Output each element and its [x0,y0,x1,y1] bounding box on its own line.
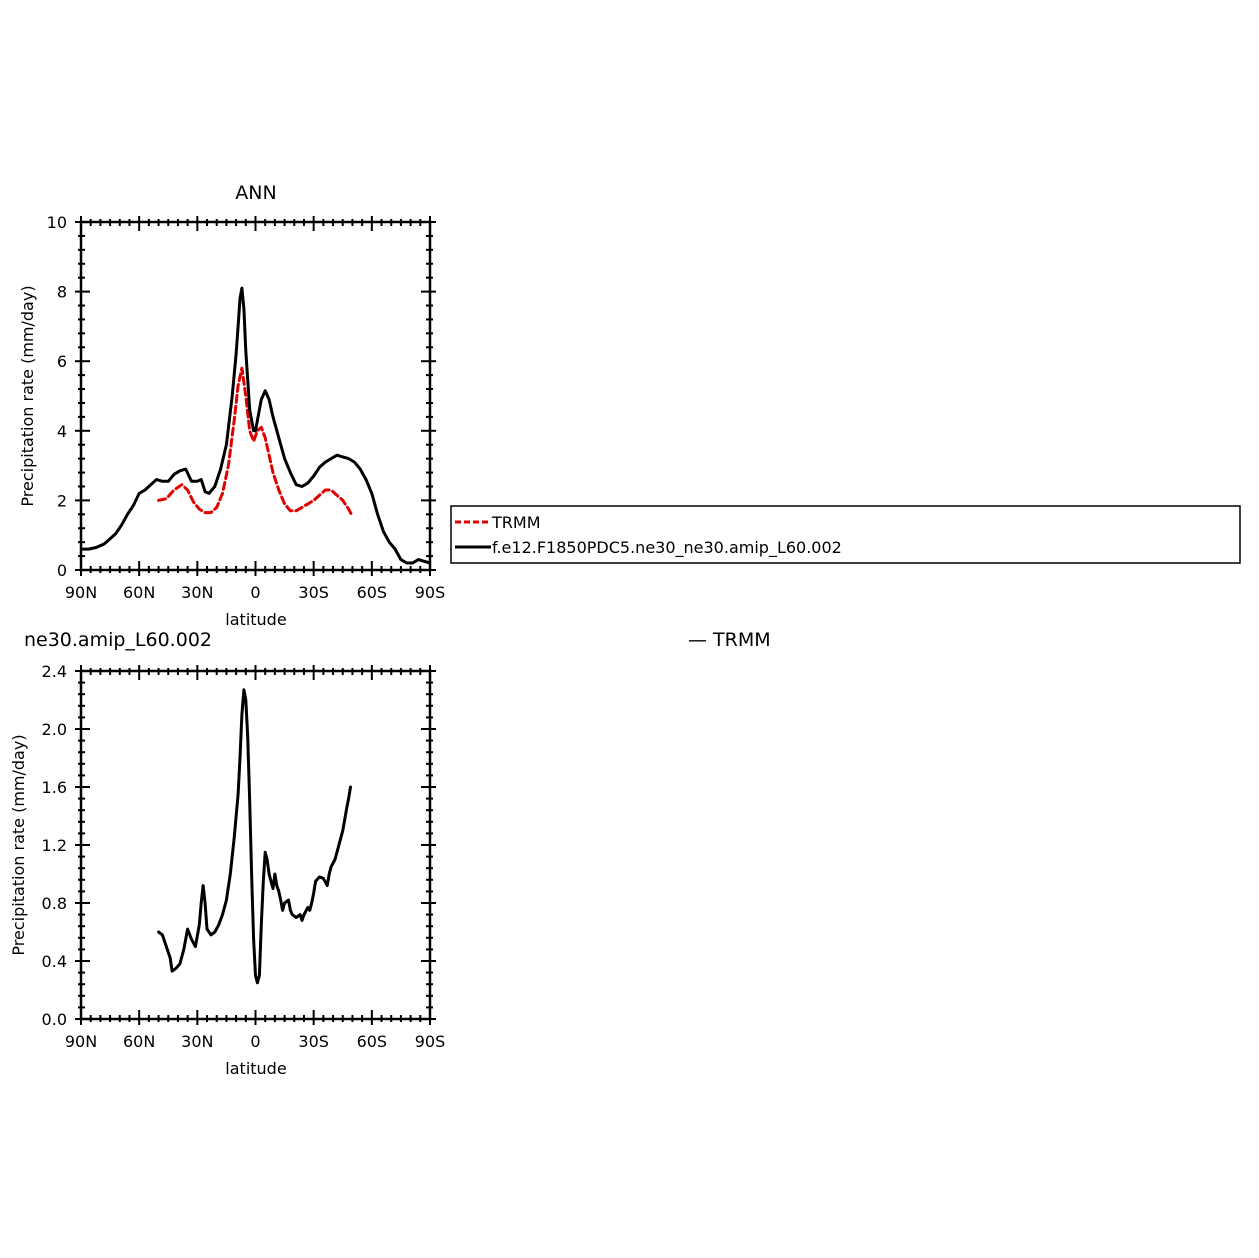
panel-bottom-title: ne30.amip_L60.002 [24,629,212,651]
series-line-f-e12-f1850pdc5-ne30-ne30-amip-l60-002 [81,286,430,565]
y-tick-label: 0.4 [42,952,67,971]
x-tick-label: 30N [181,1032,213,1051]
x-tick-label: 30S [298,583,329,602]
y-tick-label: 0 [57,561,67,580]
legend-box [450,505,1241,564]
y-tick-label: 2 [57,491,67,510]
y-tick-label: 2.4 [42,662,67,681]
y-tick-label: 0.0 [42,1010,67,1029]
y-tick-label: 2.0 [42,720,67,739]
series-line-series-0 [157,688,352,985]
legend: TRMM f.e12.F1850PDC5.ne30_ne30.amip_L60.… [450,505,1241,564]
legend-label-trmm: TRMM [491,513,541,532]
x-tick-label: 60N [123,1032,155,1051]
series-line-trmm [157,366,354,518]
panel-top-xlabel: latitude [225,610,286,629]
panel-bottom-series [157,688,352,985]
panel-bottom: ne30.amip_L60.002 — TRMM 90N 60N 30N 0 30S 60… [9,629,771,1078]
y-tick-label: 4 [57,422,67,441]
x-tick-label: 90S [415,1032,446,1051]
panel-top-title: ANN [235,182,276,204]
x-tick-label: 30S [298,1032,329,1051]
panel-bottom-ticks: 90N 60N 30N 0 30S 60S 90S 0.0 0.4 0.8 1.2 1.6 2.0 2.4 [42,662,446,1051]
x-tick-label: 60S [357,1032,388,1051]
y-tick-label: 1.6 [42,778,67,797]
y-tick-label: 6 [57,352,67,371]
x-tick-label: 0 [250,1032,260,1051]
legend-label-model: f.e12.F1850PDC5.ne30_ne30.amip_L60.002 [492,538,842,558]
panel-bottom-xlabel: latitude [225,1059,286,1078]
y-tick-label: 0.8 [42,894,67,913]
panel-bottom-ylabel: Precipitation rate (mm/day) [9,734,28,955]
y-tick-label: 8 [57,283,67,302]
panel-top-ticks: 90N 60N 30N 0 30S 60S 90S 0 2 4 6 8 10 [47,213,446,602]
panel-bottom-title-right: — TRMM [688,629,771,651]
x-tick-label: 90S [415,583,446,602]
x-tick-label: 60N [123,583,155,602]
x-tick-label: 30N [181,583,213,602]
x-tick-label: 60S [357,583,388,602]
x-tick-label: 90N [65,1032,97,1051]
y-tick-label: 10 [47,213,67,232]
panel-top-ylabel: Precipitation rate (mm/day) [18,285,37,506]
panel-top-series [81,286,430,565]
y-tick-label: 1.2 [42,836,67,855]
x-tick-label: 90N [65,583,97,602]
x-tick-label: 0 [250,583,260,602]
